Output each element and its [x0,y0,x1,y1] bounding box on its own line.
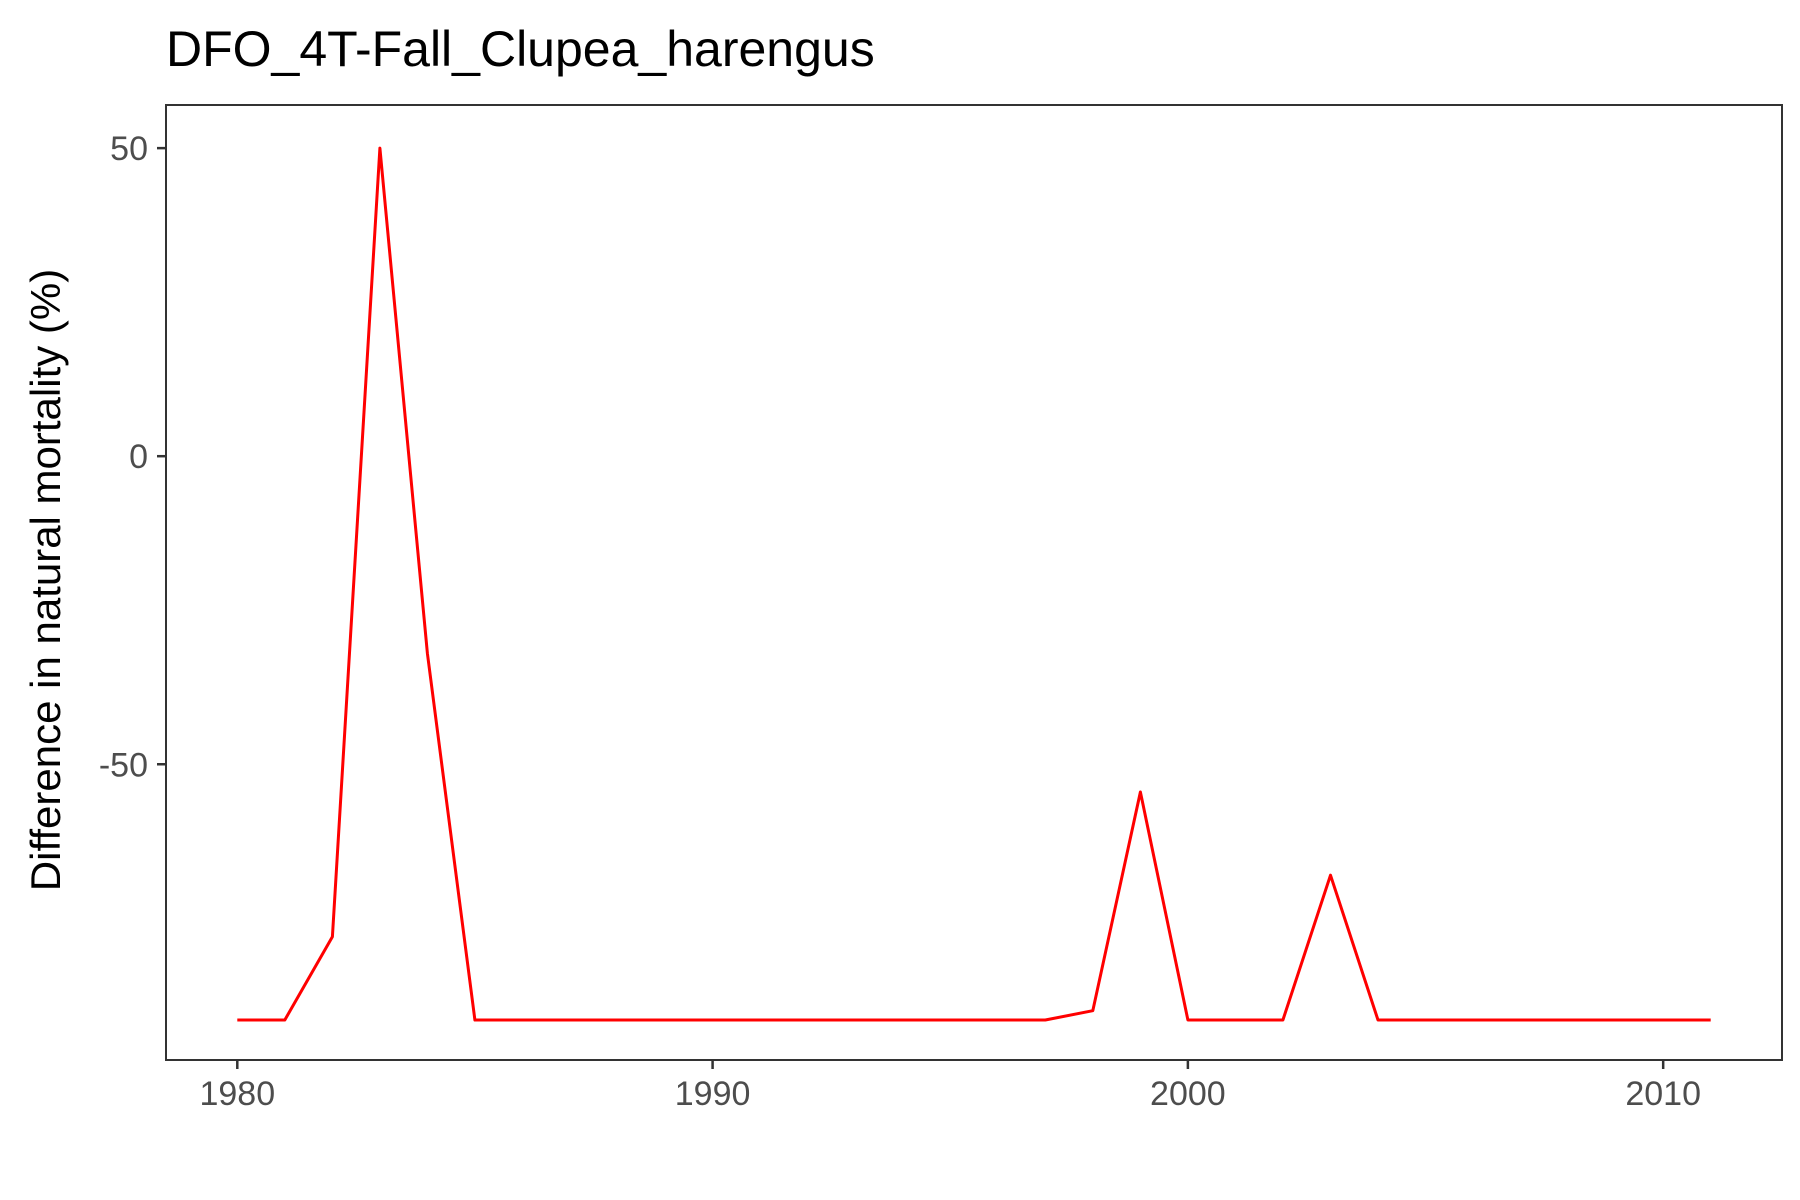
chart-title: DFO_4T-Fall_Clupea_harengus [166,21,875,77]
plot-panel [165,104,1783,1061]
y-axis: 50 0 -50 [99,130,166,784]
series-line [237,146,1711,1022]
y-axis-label: Difference in natural mortality (%) [22,269,69,891]
x-tick-label: 2000 [1150,1075,1226,1113]
y-tick-label: 50 [110,130,148,168]
x-tick-label: 1990 [675,1075,751,1113]
y-tick-label: 0 [129,438,148,476]
x-tick-label: 1980 [199,1075,275,1113]
x-axis: 1980 1990 2000 2010 [199,1060,1701,1113]
y-tick-label: -50 [99,746,148,784]
x-tick-label: 2010 [1625,1075,1701,1113]
